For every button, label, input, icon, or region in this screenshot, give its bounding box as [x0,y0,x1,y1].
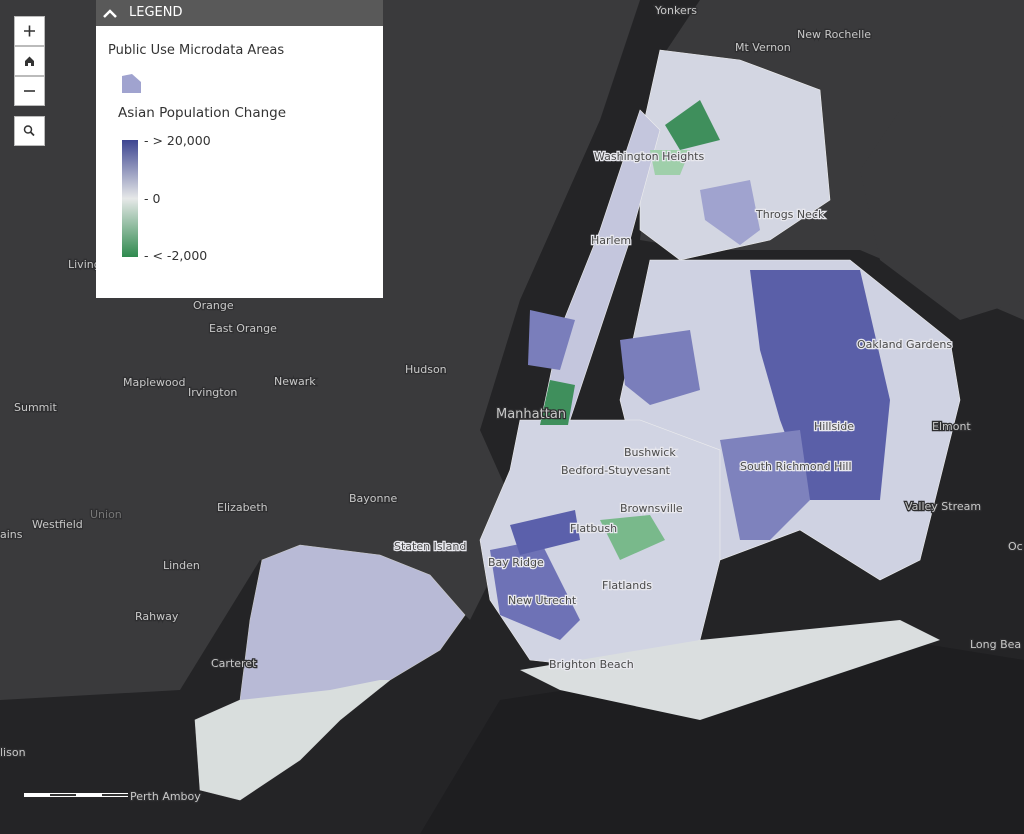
place-label: Yonkers [654,4,697,17]
place-label: Oakland Gardens [857,338,952,351]
place-label: South Richmond Hill [740,460,852,473]
place-label: Flatlands [602,579,652,592]
layer-name: Public Use Microdata Areas [108,43,285,58]
place-labels: Yonkers Mt Vernon New Rochelle Washingto… [0,3,1024,805]
place-label: Bayonne [349,492,397,505]
place-label: Newark [274,375,316,388]
place-label: New Rochelle [797,28,871,41]
place-label: ains [0,528,23,541]
place-label: Living [68,258,101,271]
place-label: New Utrecht [508,594,577,607]
ramp-label: - > 20,000 [144,133,211,148]
search-button[interactable] [14,116,45,146]
place-label: Long Bea [970,638,1021,651]
legend-header[interactable]: LEGEND [96,0,383,26]
place-label: Bay Ridge [488,556,544,569]
place-label: Hudson [405,363,447,376]
place-label: Hillside [814,420,854,433]
place-label: Orange [193,299,234,312]
layer-swatch [122,74,141,93]
place-label: Irvington [188,386,237,399]
place-label: Linden [163,559,200,572]
place-label: Perth Amboy [130,790,201,803]
place-label: Valley Stream [905,500,981,513]
place-label: Mt Vernon [735,41,791,54]
place-label: East Orange [209,322,277,335]
place-label: Elizabeth [217,501,268,514]
legend-title: LEGEND [129,5,183,20]
place-label: Bushwick [624,446,676,459]
place-label: Throgs Neck [755,208,825,221]
place-label: Brownsville [620,502,683,515]
place-label: Elmont [932,420,971,433]
scale-bar [24,793,128,797]
place-label: Union [90,508,122,521]
ramp-label: - 0 [144,191,161,206]
place-label: Flatbush [570,522,617,535]
home-button[interactable] [14,46,45,76]
legend-panel: LEGEND Public Use Microdata Areas Asian … [96,0,383,298]
place-label: Carteret [211,657,257,670]
place-label: Rahway [135,610,179,623]
field-name: Asian Population Change [118,105,287,121]
place-label: Westfield [32,518,83,531]
color-ramp [122,140,138,257]
place-label: Bedford-Stuyvesant [561,464,671,477]
zoom-out-button[interactable] [14,76,45,106]
ramp-label: - < -2,000 [144,248,208,263]
place-label: lison [0,746,26,759]
place-label: Washington Heights [594,150,705,163]
place-label: Oc [1008,540,1023,553]
place-label: Manhattan [496,407,566,422]
place-label: Maplewood [123,376,185,389]
place-label: Staten Island [394,540,466,553]
place-label: Harlem [591,234,631,247]
zoom-in-button[interactable] [14,16,45,46]
place-label: Brighton Beach [549,658,634,671]
place-label: Summit [14,401,57,414]
